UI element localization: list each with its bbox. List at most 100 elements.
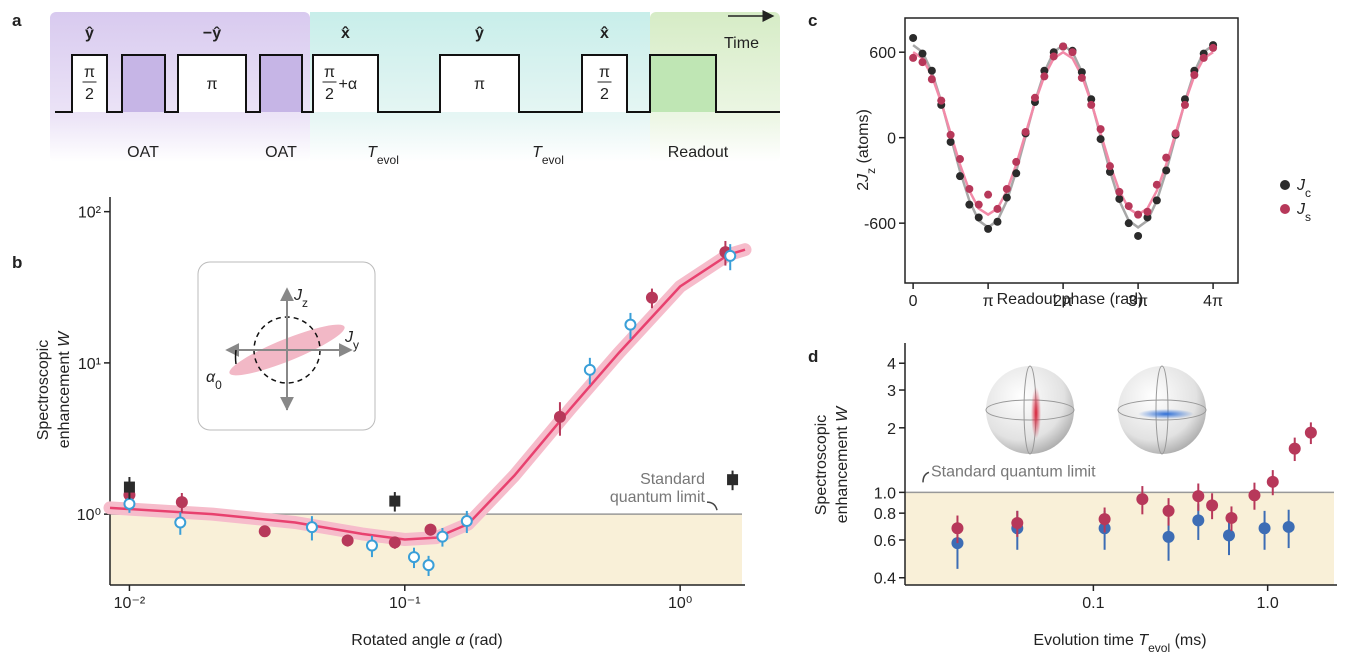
x-axis-label: Evolution time Tevol (ms) (1033, 632, 1206, 655)
data-point (422, 559, 435, 572)
data-point (1077, 73, 1086, 82)
data-point (974, 200, 983, 209)
interval-label: OAT (127, 144, 159, 161)
data-point (1134, 210, 1143, 219)
data-point (955, 155, 964, 164)
text-part: (atoms) (855, 109, 872, 168)
y-tick-label: 600 (869, 45, 896, 62)
data-point (1206, 499, 1219, 512)
data-point (1011, 516, 1024, 529)
data-point (955, 172, 964, 181)
interval-label: OAT (265, 144, 297, 161)
squeezed-red (1031, 387, 1041, 439)
data-point (724, 249, 737, 262)
pulse-axis: −ŷ (203, 25, 221, 42)
data-point (946, 130, 955, 139)
text-part: enhancement (56, 347, 73, 448)
data-point (1282, 520, 1295, 533)
data-point (1115, 194, 1124, 203)
interval-label: Tevol (532, 144, 564, 167)
data-point (1002, 184, 1011, 193)
panel-label: d (808, 347, 818, 366)
pulse-angle: π (474, 76, 485, 93)
x-tick-label: 1.0 (1257, 595, 1279, 612)
oat-pulse (122, 55, 165, 112)
oat-pulse (260, 55, 302, 112)
pulse-denominator: 2 (600, 86, 609, 103)
pulse-box (72, 55, 107, 112)
pulse-denominator: 2 (85, 86, 94, 103)
readout-pulse (650, 55, 716, 112)
y-axis-label: Spectroscopic (813, 415, 830, 516)
data-point (951, 522, 964, 535)
interval-text: T (367, 144, 378, 161)
pulse-box (313, 55, 378, 112)
data-point (1162, 166, 1171, 175)
text-part: W (834, 405, 851, 422)
data-point (1134, 231, 1143, 240)
bloch-sphere (986, 366, 1074, 454)
legend-label: Js (1296, 201, 1311, 224)
y-axis-label: 2Jz (atoms) (855, 109, 878, 191)
y-tick-label: 10² (78, 205, 102, 222)
data-point (407, 551, 420, 564)
y-tick-label: 4 (887, 356, 896, 373)
x-tick-label: 4π (1203, 293, 1223, 310)
legend-name: J (1296, 201, 1306, 218)
data-point (1162, 504, 1175, 517)
inset-d (985, 365, 1207, 455)
pulse-angle: π (206, 76, 217, 93)
x-tick-label: 3π (1128, 293, 1148, 310)
data-point (1209, 43, 1218, 52)
text-part: J (344, 329, 354, 346)
x-tick-label: 0 (909, 293, 918, 310)
legend-subscript: c (1305, 186, 1311, 200)
data-point (624, 318, 637, 331)
panel-label: c (808, 11, 817, 30)
data-point (993, 204, 1002, 213)
y-axis-label: enhancement W (56, 330, 73, 448)
data-point (1288, 442, 1301, 455)
text-part: Spectroscopic (35, 340, 52, 441)
data-point (305, 521, 318, 534)
data-point (1258, 522, 1271, 535)
text-part: Spectroscopic (813, 415, 830, 516)
data-point (1190, 70, 1199, 79)
reference-hook (706, 501, 718, 511)
text-part: α (455, 632, 465, 649)
data-point (1180, 95, 1189, 104)
fit-line (912, 50, 1214, 217)
legend-marker (1280, 204, 1290, 214)
text-part: W (56, 330, 73, 347)
y-tick-label: -600 (864, 216, 896, 233)
pulse-axis: ŷ (85, 25, 94, 42)
text-part: enhancement (834, 422, 851, 523)
data-point (436, 530, 449, 543)
x-tick-label: π (983, 293, 994, 310)
data-point (909, 53, 918, 62)
below-limit-region (905, 492, 1334, 585)
text-part: evol (1148, 641, 1170, 655)
panel-label: b (12, 253, 22, 272)
data-point (1171, 129, 1180, 138)
text-part: z (302, 296, 308, 310)
data-point (927, 75, 936, 84)
interval-text: OAT (265, 144, 297, 161)
panel-label: a (12, 11, 22, 30)
data-point (123, 497, 136, 510)
reference-label: Standard quantum limit (931, 463, 1096, 480)
reference-label: Standard (640, 471, 705, 488)
x-axis-label: Readout phase (rad) (997, 291, 1144, 308)
text-part: Evolution time (1033, 632, 1138, 649)
data-point (1136, 493, 1149, 506)
pulse-axis: ŷ (475, 25, 484, 42)
data-point (984, 190, 993, 199)
y-tick-label: 10¹ (78, 356, 101, 373)
data-point (918, 58, 927, 67)
data-point (341, 534, 354, 547)
pulse-numerator: π (84, 64, 95, 81)
x-axis-label: Rotated angle α (rad) (351, 632, 502, 649)
data-point (258, 525, 271, 538)
data-point (984, 224, 993, 233)
interval-subscript: evol (377, 153, 399, 167)
